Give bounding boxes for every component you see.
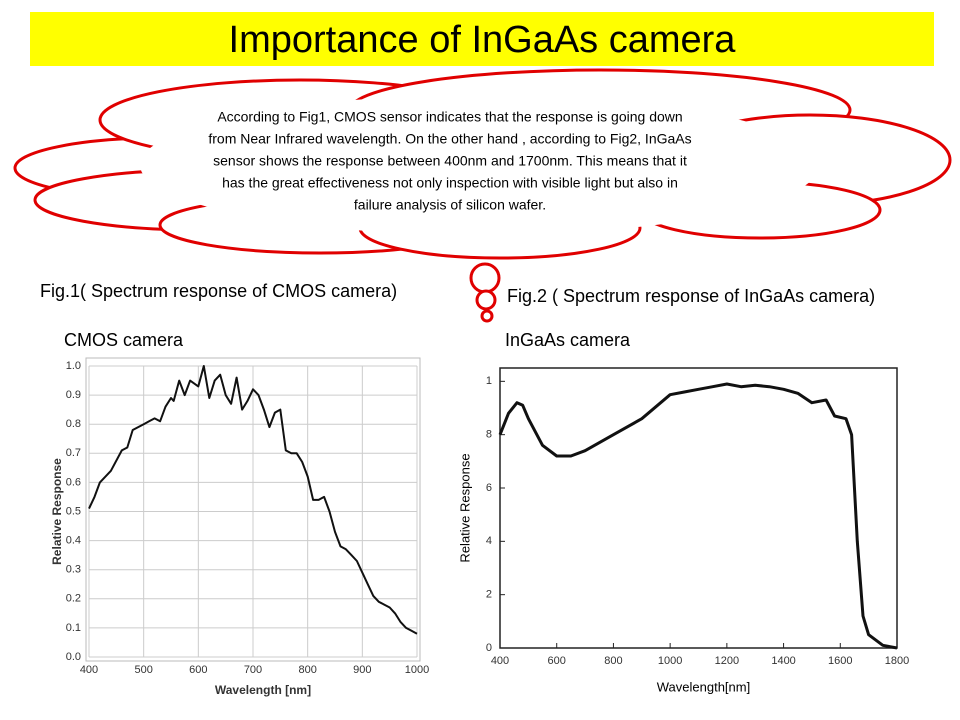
fig1-caption: Fig.1( Spectrum response of CMOS camera) bbox=[40, 281, 397, 301]
fig2-caption: Fig.2 ( Spectrum response of InGaAs came… bbox=[507, 286, 875, 306]
x-tick-label: 600 bbox=[189, 664, 207, 676]
y-tick-label: 0.0 bbox=[66, 651, 81, 663]
y-tick-label: 0.5 bbox=[66, 505, 81, 517]
cloud-line: failure analysis of silicon wafer. bbox=[354, 197, 546, 213]
cloud-text: According to Fig1, CMOS sensor indicates… bbox=[208, 109, 691, 213]
response-curve bbox=[498, 382, 898, 650]
x-tick-label: 1400 bbox=[771, 655, 795, 667]
y-tick-label: 0.1 bbox=[66, 622, 81, 634]
y-axis-label: Relative Response bbox=[457, 453, 472, 562]
x-tick-label: 700 bbox=[244, 664, 262, 676]
y-tick-label: 0.3 bbox=[66, 564, 81, 576]
x-axis-label: Wavelength [nm] bbox=[215, 683, 311, 697]
x-tick-label: 400 bbox=[80, 664, 98, 676]
y-tick-label: 0.6 bbox=[66, 476, 81, 488]
slide-title: Importance of InGaAs camera bbox=[229, 19, 737, 61]
x-tick-label: 1200 bbox=[715, 655, 739, 667]
x-tick-label: 1800 bbox=[885, 655, 909, 667]
x-tick-label: 1600 bbox=[828, 655, 852, 667]
y-tick-label: 0.4 bbox=[66, 535, 81, 547]
cloud-line: According to Fig1, CMOS sensor indicates… bbox=[217, 109, 682, 125]
y-tick-label: 4 bbox=[486, 535, 492, 547]
y-tick-label: 1.0 bbox=[66, 360, 81, 372]
cloud-line: has the great effectiveness not only ins… bbox=[222, 175, 678, 191]
title-band bbox=[30, 12, 934, 66]
thought-cloud bbox=[13, 68, 952, 260]
y-tick-label: 0.2 bbox=[66, 593, 81, 605]
cloud-line: sensor shows the response between 400nm … bbox=[213, 153, 687, 169]
y-tick-label: 1 bbox=[486, 375, 492, 387]
chart-title: CMOS camera bbox=[64, 330, 184, 350]
response-curve bbox=[88, 365, 418, 635]
cloud-line: from Near Infrared wavelength. On the ot… bbox=[208, 131, 691, 147]
y-tick-label: 8 bbox=[486, 429, 492, 441]
charts: CMOS camera 0.0 0.1 0.2 0.3 0.4 0.5 0.6 0.7 0.8 0.… bbox=[50, 330, 909, 697]
x-tick-label: 400 bbox=[491, 655, 509, 667]
y-tick-label: 0.8 bbox=[66, 418, 81, 430]
y-tick-label: 6 bbox=[486, 482, 492, 494]
x-tick-label: 800 bbox=[298, 664, 316, 676]
y-axis-label: Relative Response bbox=[50, 458, 64, 565]
x-tick-label: 500 bbox=[134, 664, 152, 676]
y-tick-label: 2 bbox=[486, 589, 492, 601]
y-tick-label: 0.9 bbox=[66, 389, 81, 401]
plot-frame bbox=[499, 367, 898, 649]
x-tick-label: 1000 bbox=[405, 664, 429, 676]
y-tick-label: 0.7 bbox=[66, 447, 81, 459]
plot-frame bbox=[85, 357, 421, 662]
x-tick-label: 1000 bbox=[658, 655, 682, 667]
x-axis-label: Wavelength[nm] bbox=[657, 679, 750, 694]
chart-title: InGaAs camera bbox=[505, 330, 631, 350]
x-tick-label: 600 bbox=[548, 655, 566, 667]
y-tick-label: 0 bbox=[486, 642, 492, 654]
x-tick-label: 800 bbox=[604, 655, 622, 667]
x-tick-label: 900 bbox=[353, 664, 371, 676]
thought-bubbles bbox=[469, 262, 501, 323]
